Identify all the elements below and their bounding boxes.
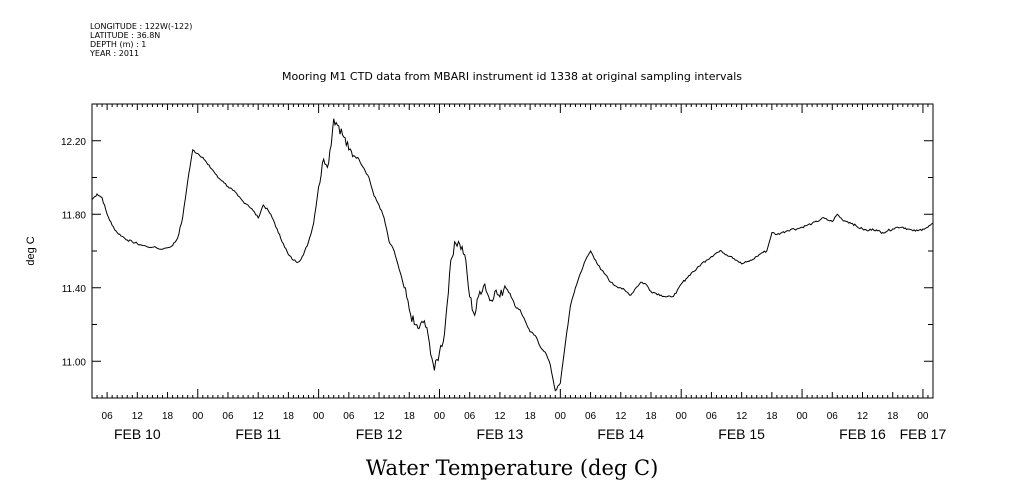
x-tick-label: 00: [313, 411, 325, 422]
y-tick-label: 11.80: [62, 210, 87, 221]
x-tick-label: 12: [253, 411, 265, 422]
x-tick-label: 18: [766, 411, 778, 422]
x-tick-label: 18: [887, 411, 899, 422]
x-tick-label: 00: [917, 411, 929, 422]
y-tick-labels: 11.00 11.40 11.80 12.20: [61, 137, 86, 369]
x-tick-label: 12: [132, 411, 144, 422]
x-tick-label: 06: [222, 411, 234, 422]
date-label: FEB 13: [477, 426, 524, 442]
date-label: FEB 15: [718, 426, 765, 442]
x-tick-label: 18: [283, 411, 295, 422]
x-tick-label: 06: [585, 411, 597, 422]
date-label: FEB 17: [900, 426, 947, 442]
x-tick-label: 06: [706, 411, 718, 422]
x-tick-label: 06: [827, 411, 839, 422]
x-tick-label: 00: [555, 411, 567, 422]
x-tick-label: 06: [343, 411, 355, 422]
x-tick-label: 00: [676, 411, 688, 422]
y-tick-label: 12.20: [61, 137, 86, 148]
metadata-block: LONGITUDE : 122W(-122) LATITUDE : 36.8N …: [90, 22, 192, 58]
y-tick-label: 11.40: [62, 284, 87, 295]
x-tick-label: 06: [464, 411, 476, 422]
x-tick-label: 12: [615, 411, 627, 422]
x-tick-label: 12: [373, 411, 385, 422]
x-tick-label: 18: [525, 411, 537, 422]
date-label: FEB 10: [114, 426, 161, 442]
date-labels: FEB 10 FEB 11 FEB 12 FEB 13 FEB 14 FEB 15 FEB …: [114, 426, 947, 442]
plot-frame: [91, 103, 934, 399]
y-axis-label: deg C: [25, 236, 37, 265]
x-tick-label: 18: [404, 411, 416, 422]
x-tick-label: 12: [494, 411, 506, 422]
x-tick-label: 00: [797, 411, 809, 422]
x-tick-label: 12: [736, 411, 748, 422]
date-label: FEB 12: [356, 426, 403, 442]
series-line-water-temperature: [91, 118, 934, 392]
axis-ticks: [91, 104, 934, 398]
x-tick-labels: 06 12 18 00 06 12 18 00 06 12 18 00 06 12 18 00 06 12 18 00…: [102, 411, 929, 422]
x-axis-label: Water Temperature (deg C): [366, 456, 659, 480]
x-tick-label: 12: [857, 411, 869, 422]
year-text: YEAR : 2011: [90, 49, 140, 58]
longitude-text: LONGITUDE : 122W(-122): [90, 22, 193, 31]
date-label: FEB 14: [597, 426, 644, 442]
x-tick-label: 18: [162, 411, 174, 422]
depth-text: DEPTH (m) : 1: [90, 40, 147, 49]
chart-title: Mooring M1 CTD data from MBARI instrumen…: [282, 70, 742, 83]
date-label: FEB 16: [839, 426, 886, 442]
x-tick-label: 06: [102, 411, 114, 422]
latitude-text: LATITUDE : 36.8N: [90, 31, 161, 40]
y-tick-label: 11.00: [62, 357, 87, 368]
x-tick-label: 00: [434, 411, 446, 422]
x-tick-label: 18: [645, 411, 657, 422]
date-label: FEB 11: [235, 426, 281, 442]
x-tick-label: 00: [192, 411, 204, 422]
